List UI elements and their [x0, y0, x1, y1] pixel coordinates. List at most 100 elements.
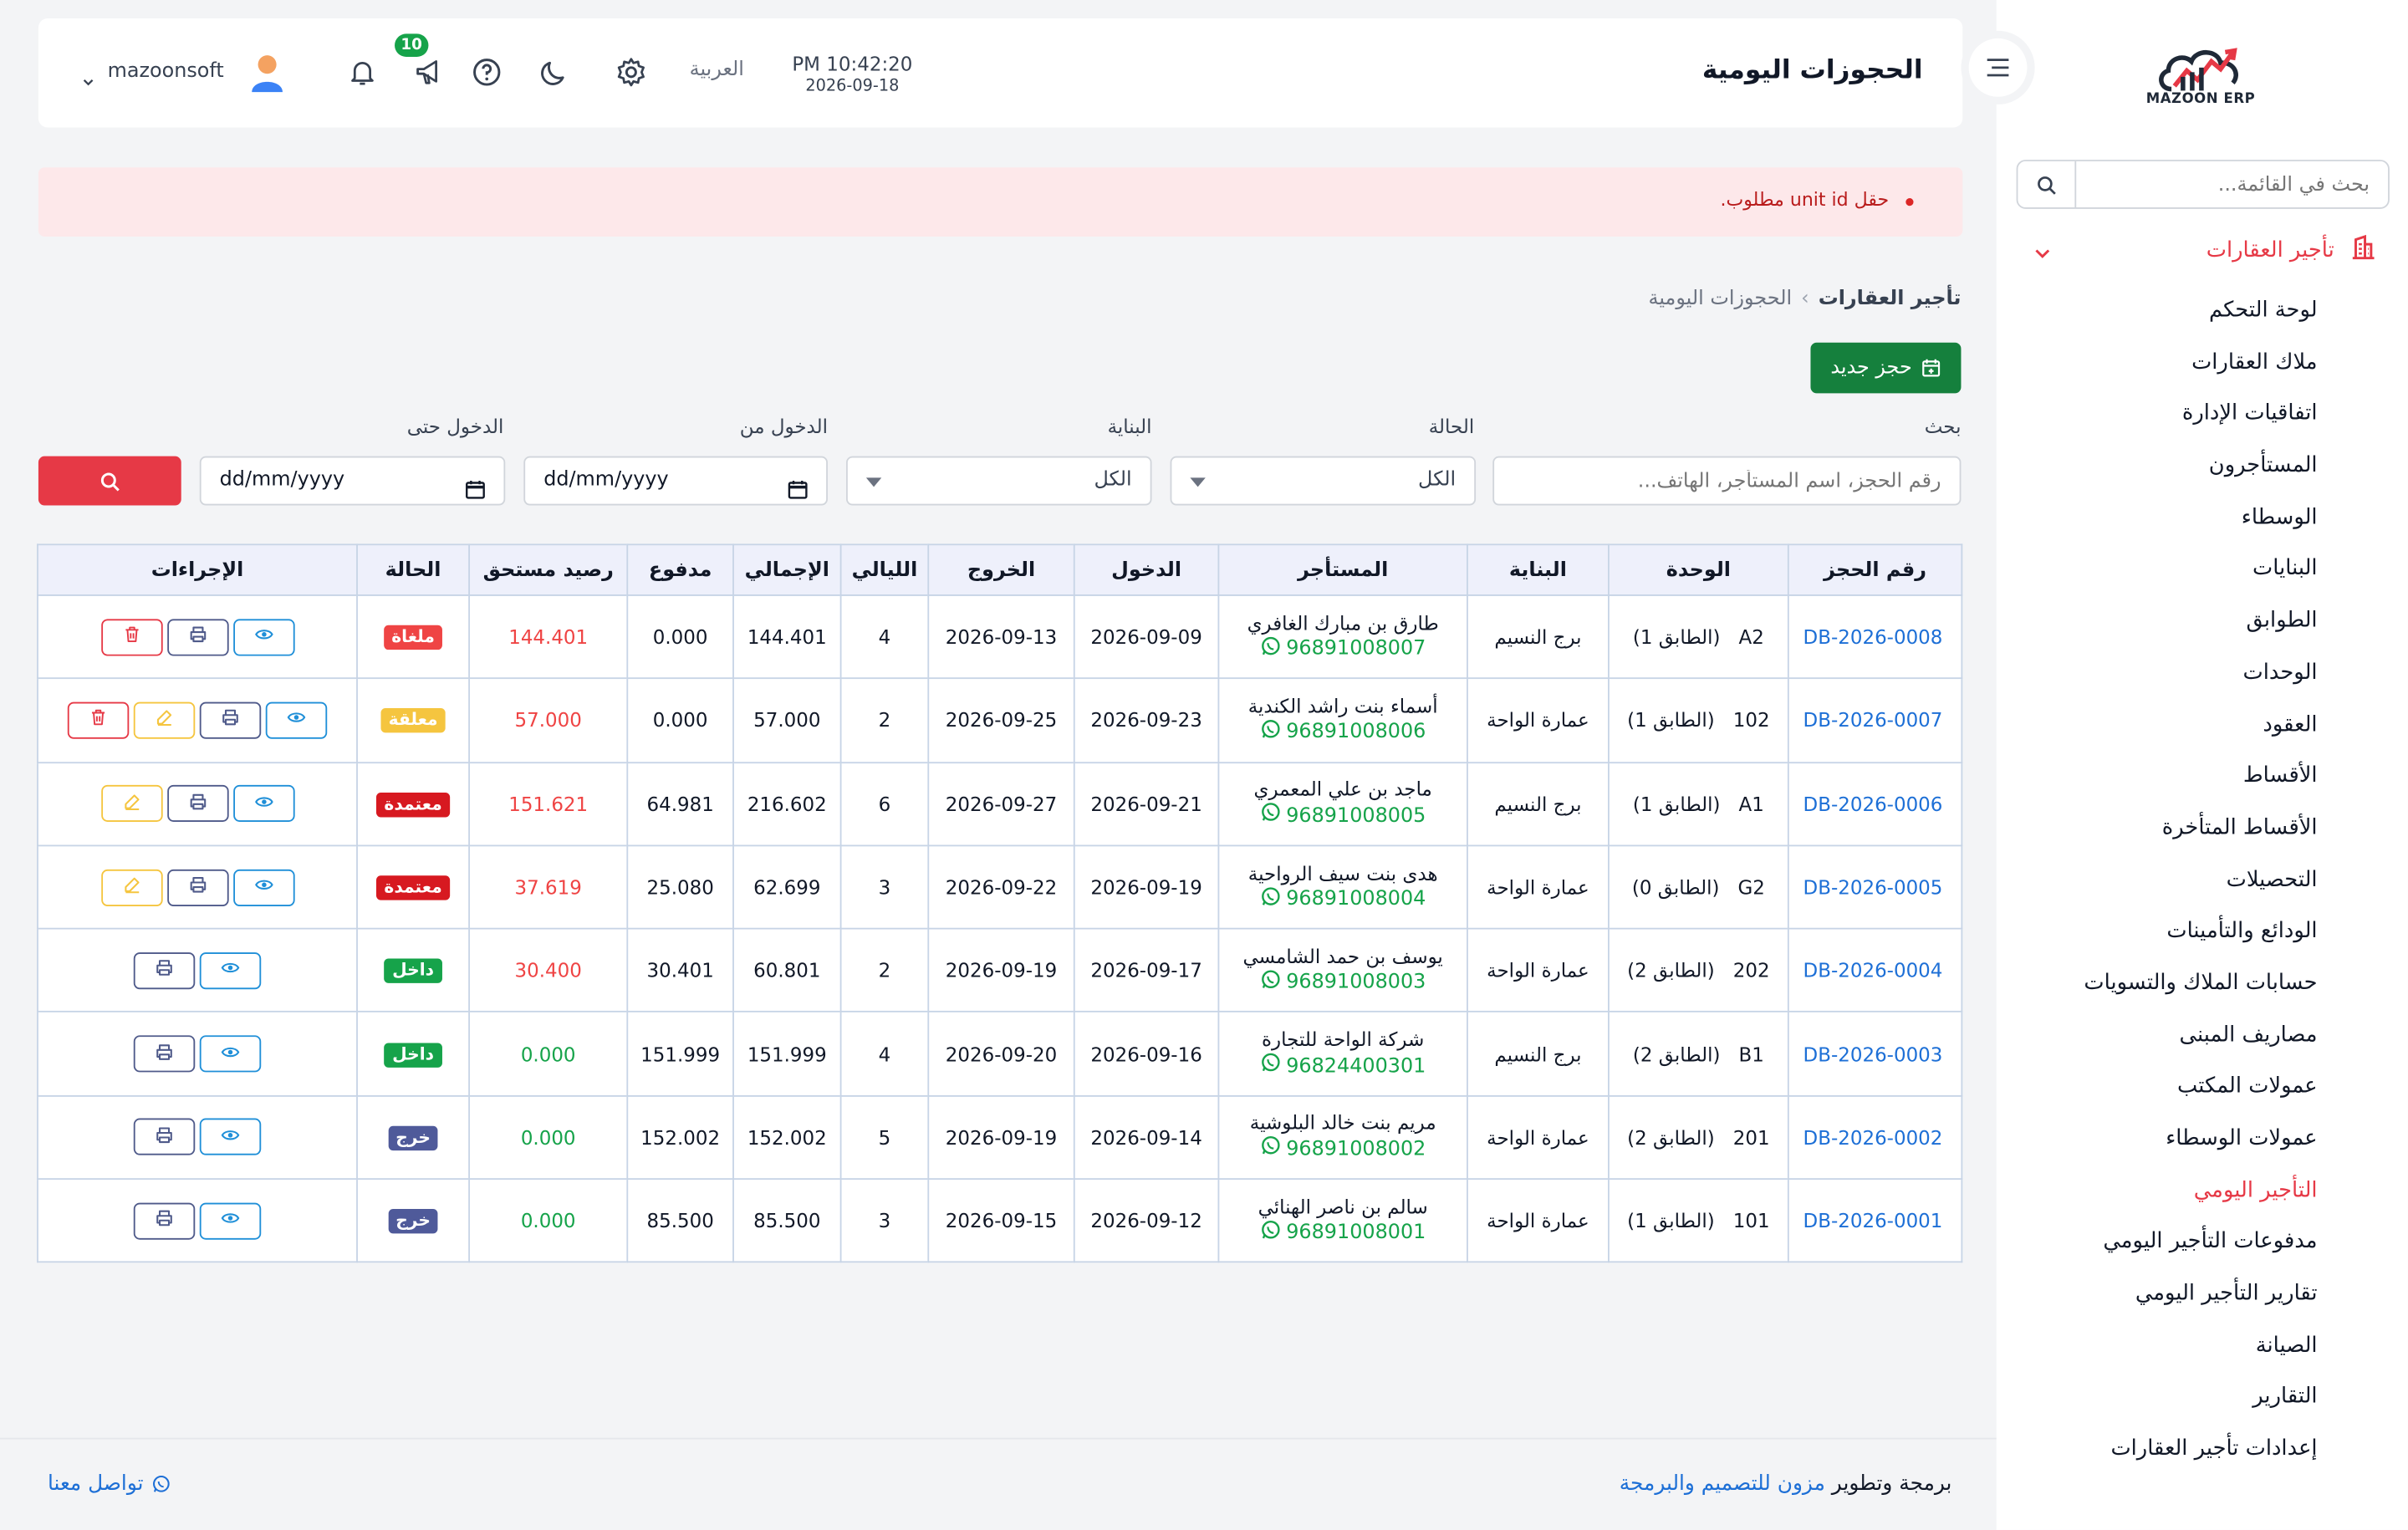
table-row[interactable]: DB-2026-0005 G2(الطابق 0) عمارة الواحة هدى … [37, 844, 1963, 930]
sidebar-item[interactable]: التقارير [2252, 1385, 2318, 1410]
sidebar-item[interactable]: تقارير التأجير اليومي [2135, 1281, 2318, 1306]
sidebar-item[interactable]: الودائع والتأمينات [2166, 919, 2318, 944]
table-row[interactable]: DB-2026-0003 B1(الطابق 2) برج النسيم شركة ا… [37, 1011, 1963, 1097]
sidebar-group-rentals[interactable]: تأجير العقارات [1997, 224, 2408, 276]
view-button[interactable] [199, 1119, 262, 1156]
sidebar-item[interactable]: التحصيلات [2226, 867, 2318, 892]
avatar[interactable] [247, 52, 288, 98]
table-header-row: رقم الحجز الوحدة البناية المستأجر الدخول الخر… [37, 543, 1963, 596]
view-button[interactable] [199, 1202, 262, 1240]
table-row[interactable]: DB-2026-0001 101(الطابق 1) عمارة الواحة سال… [37, 1178, 1963, 1263]
tenant-phone-link[interactable]: 96891008003 [1260, 969, 1426, 998]
breadcrumb-parent[interactable]: تأجير العقارات [1818, 287, 1962, 311]
sidebar-item[interactable]: لوحة التحكم [2208, 298, 2318, 323]
sidebar-item[interactable]: الوحدات [2242, 660, 2318, 686]
delete-button[interactable] [67, 701, 130, 739]
bell-icon[interactable] [344, 54, 380, 90]
new-booking-button[interactable]: حجز جديد [1810, 342, 1962, 394]
edit-button[interactable] [133, 701, 196, 739]
print-button[interactable] [166, 618, 228, 655]
status-badge: خرج [388, 1209, 439, 1234]
tenant-phone-link[interactable]: 96891008004 [1260, 885, 1426, 915]
chevron-down-icon[interactable] [81, 66, 95, 95]
sidebar-toggle-button[interactable] [1961, 30, 2035, 105]
gear-icon[interactable] [613, 54, 650, 90]
calendar-icon[interactable] [788, 472, 808, 518]
checkin-to-value: dd/mm/yyyy [219, 468, 345, 492]
sidebar-item[interactable]: حسابات الملاك والتسويات [2084, 971, 2318, 996]
sidebar-item[interactable]: مصاريف المبنى [2179, 1022, 2318, 1048]
sidebar-item[interactable]: المستأجرون [2208, 453, 2318, 478]
sidebar-item[interactable]: عمولات الوسطاء [2166, 1125, 2318, 1151]
print-button[interactable] [166, 869, 228, 906]
edit-button[interactable] [100, 785, 162, 823]
building-select[interactable]: الكل [846, 456, 1152, 506]
table-row[interactable]: DB-2026-0007 102(الطابق 1) عمارة الواحة أسم… [37, 677, 1963, 763]
view-button[interactable] [232, 618, 294, 655]
view-button[interactable] [265, 701, 328, 739]
sidebar-item[interactable]: التأجير اليومي [2193, 1177, 2318, 1203]
sidebar-item[interactable]: مدفوعات التأجير اليومي [2103, 1229, 2318, 1254]
contact-link[interactable]: تواصل معنا [48, 1471, 171, 1497]
table-row[interactable]: DB-2026-0006 A1(الطابق 1) برج النسيم ماجد ب… [37, 761, 1963, 847]
booking-id-link[interactable]: DB-2026-0008 [1787, 594, 1963, 680]
dark-mode-icon[interactable] [536, 54, 573, 90]
booking-id-link[interactable]: DB-2026-0006 [1787, 761, 1963, 847]
table-row[interactable]: DB-2026-0002 201(الطابق 2) عمارة الواحة مري… [37, 1094, 1963, 1181]
print-button[interactable] [133, 1035, 196, 1073]
credit-link[interactable]: مزون للتصميم والبرمجة [1619, 1471, 1825, 1497]
search-input[interactable] [1492, 456, 1962, 506]
print-button[interactable] [133, 1119, 196, 1156]
announcement-icon[interactable] [410, 54, 446, 90]
tenant-phone-link[interactable]: 96891008001 [1260, 1219, 1426, 1248]
booking-id-link[interactable]: DB-2026-0002 [1787, 1094, 1963, 1181]
sidebar-item[interactable]: الطوابق [2246, 608, 2318, 634]
help-icon[interactable] [468, 54, 505, 90]
tenant-phone-link[interactable]: 96891008006 [1260, 719, 1426, 748]
calendar-icon[interactable] [466, 472, 486, 518]
caret-down-icon [1190, 477, 1206, 487]
booking-id-link[interactable]: DB-2026-0007 [1787, 677, 1963, 763]
sidebar-item[interactable]: الوسطاء [2241, 505, 2318, 530]
sidebar-item[interactable]: الأقساط المتأخرة [2161, 815, 2318, 840]
sidebar-item[interactable]: ملاك العقارات [2191, 349, 2318, 375]
app-logo[interactable]: MAZOON ERP [2144, 43, 2258, 108]
sidebar-search-input[interactable] [2076, 162, 2389, 207]
view-button[interactable] [199, 951, 262, 989]
sidebar-item[interactable]: الصيانة [2255, 1333, 2318, 1358]
checkin-from-input[interactable]: dd/mm/yyyy [523, 456, 828, 506]
tenant-phone-link[interactable]: 96891008002 [1260, 1136, 1426, 1165]
sidebar-item[interactable]: اتفاقيات الإدارة [2181, 401, 2318, 426]
delete-button[interactable] [100, 618, 162, 655]
tenant-phone-link[interactable]: 96891008007 [1260, 635, 1426, 665]
tenant-phone-link[interactable]: 96824400301 [1260, 1053, 1426, 1082]
sidebar-item[interactable]: البنايات [2252, 556, 2318, 582]
username[interactable]: mazoonsoft [107, 59, 224, 84]
sidebar-item[interactable]: الأقساط [2242, 763, 2318, 788]
booking-id-link[interactable]: DB-2026-0003 [1787, 1011, 1963, 1097]
search-button[interactable] [38, 456, 181, 506]
table-row[interactable]: DB-2026-0004 202(الطابق 2) عمارة الواحة يوس… [37, 928, 1963, 1013]
language-switch[interactable]: العربية [689, 58, 744, 82]
table-row[interactable]: DB-2026-0008 A2(الطابق 1) برج النسيم طارق ب… [37, 594, 1963, 680]
view-button[interactable] [232, 869, 294, 906]
print-button[interactable] [199, 701, 262, 739]
status-select[interactable]: الكل [1170, 456, 1477, 506]
chevron-down-icon[interactable] [2033, 240, 2052, 269]
print-button[interactable] [166, 785, 228, 823]
tenant-phone-link[interactable]: 96891008005 [1260, 803, 1426, 832]
booking-id-link[interactable]: DB-2026-0004 [1787, 928, 1963, 1013]
sidebar-search[interactable] [2016, 160, 2390, 209]
checkin-to-input[interactable]: dd/mm/yyyy [199, 456, 506, 506]
search-icon[interactable] [2018, 161, 2077, 208]
sidebar-item[interactable]: عمولات المكتب [2176, 1074, 2318, 1099]
booking-id-link[interactable]: DB-2026-0001 [1787, 1178, 1963, 1263]
view-button[interactable] [199, 1035, 262, 1073]
edit-button[interactable] [100, 869, 162, 906]
print-button[interactable] [133, 1202, 196, 1240]
print-button[interactable] [133, 951, 196, 989]
sidebar-item[interactable]: العقود [2263, 711, 2318, 737]
booking-id-link[interactable]: DB-2026-0005 [1787, 844, 1963, 930]
sidebar-item[interactable]: إعدادات تأجير العقارات [2110, 1436, 2318, 1461]
view-button[interactable] [232, 785, 294, 823]
